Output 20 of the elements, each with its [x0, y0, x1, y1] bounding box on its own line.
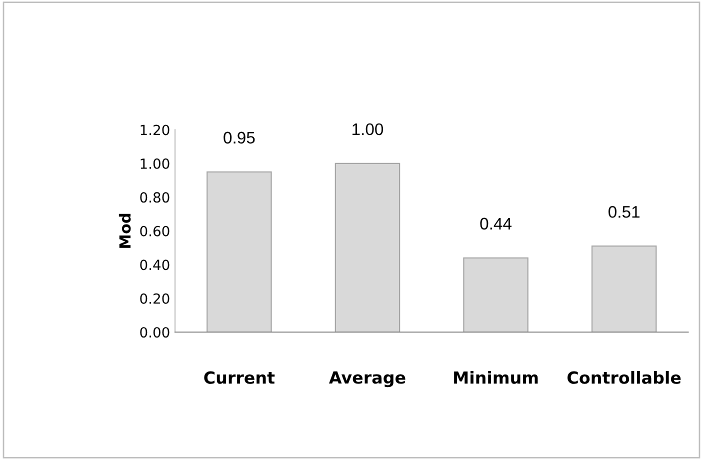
y-tick-label: 0.20 — [140, 293, 170, 304]
x-tick-label: Current — [204, 371, 275, 384]
data-label: 0.44 — [480, 218, 512, 230]
bar — [206, 171, 272, 332]
data-label: 0.51 — [608, 206, 640, 218]
bar — [463, 257, 528, 332]
y-tick-label: 0.60 — [140, 226, 170, 236]
y-tick-label: 0.00 — [140, 327, 170, 338]
data-label: 0.95 — [224, 132, 255, 144]
y-tick-label: 0.40 — [140, 260, 170, 270]
y-tick-label: 0.80 — [140, 192, 170, 203]
x-tick-label: Average — [328, 371, 406, 388]
bar — [334, 162, 400, 332]
y-tick-label: 1.00 — [140, 158, 170, 169]
y-axis-title: Mod — [118, 214, 131, 248]
bar — [591, 246, 657, 332]
y-tick-label: 1.20 — [140, 124, 170, 136]
x-tick-label: Minimum — [454, 371, 538, 384]
data-label: 1.00 — [352, 123, 384, 136]
x-tick-label: Controllable — [568, 371, 681, 384]
